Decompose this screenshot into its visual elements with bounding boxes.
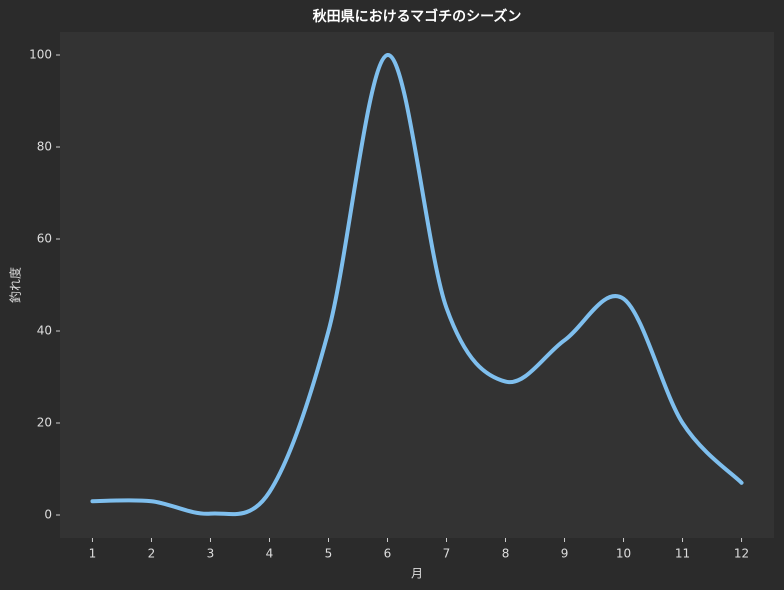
x-tick-label: 10 [616,547,631,561]
x-tick-label: 4 [266,547,274,561]
x-tick-label: 12 [734,547,749,561]
y-tick-label: 60 [37,232,52,246]
x-tick-label: 2 [148,547,156,561]
y-tick-label: 20 [37,416,52,430]
y-tick-label: 100 [29,48,52,62]
y-tick-label: 80 [37,140,52,154]
x-tick-label: 7 [443,547,451,561]
y-axis-label: 釣れ度 [8,267,23,303]
line [90,53,744,517]
plot-area [60,32,774,538]
y-tick-label: 40 [37,324,52,338]
x-tick-label: 9 [561,547,569,561]
x-tick-label: 3 [207,547,215,561]
x-axis-label: 月 [411,567,423,581]
x-tick-label: 1 [89,547,97,561]
y-tick-label: 0 [44,508,52,522]
x-tick-label: 5 [325,547,333,561]
x-tick-label: 11 [675,547,690,561]
chart-title: 秋田県におけるマゴチのシーズン [313,8,522,25]
x-tick-label: 6 [384,547,392,561]
x-tick-label: 8 [502,547,510,561]
